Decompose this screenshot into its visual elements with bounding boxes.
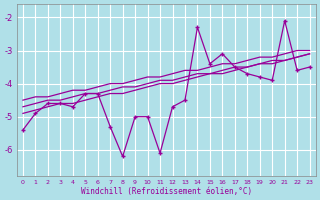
X-axis label: Windchill (Refroidissement éolien,°C): Windchill (Refroidissement éolien,°C): [81, 187, 252, 196]
